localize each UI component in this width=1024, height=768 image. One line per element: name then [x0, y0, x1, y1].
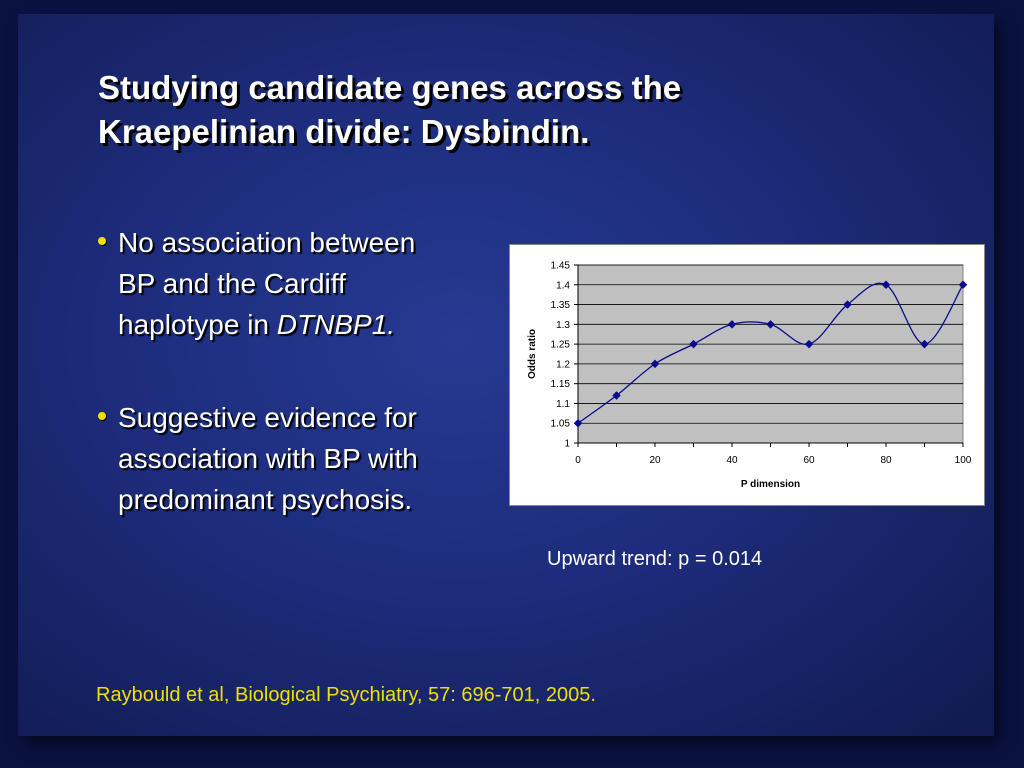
bullet-line: association with BP with — [118, 443, 418, 474]
y-tick-label: 1.15 — [551, 379, 571, 390]
data-point — [573, 418, 583, 428]
y-axis-title: Odds ratio — [527, 329, 538, 379]
bullet-line: predominant psychosis. — [118, 484, 413, 515]
bullet-list: No association between BP and the Cardif… — [98, 222, 518, 520]
bullet-line: haplotype in DTNBP1. — [118, 304, 518, 345]
y-tick-label: 1.45 — [551, 261, 571, 272]
data-point — [689, 339, 698, 349]
chart-container: 1 1.05 1.1 1.15 1.2 1.25 1.3 1.35 1.4 1.45 0 20 40 60… — [509, 244, 985, 506]
plot-area — [577, 264, 964, 444]
bullet-item: No association between BP and the Cardif… — [98, 222, 518, 345]
bullet-text: haplotype in — [118, 309, 277, 340]
x-tick-label: 100 — [955, 455, 972, 466]
slide-title: Studying candidate genes across the Krae… — [98, 66, 898, 154]
bullet-dot-icon — [98, 237, 106, 245]
trend-caption: Upward trend: p = 0.014 — [547, 548, 763, 570]
x-tick-label: 20 — [649, 455, 661, 466]
x-tick-label: 60 — [803, 455, 815, 466]
title-line-2: Kraepelinian divide: Dysbindin. — [98, 113, 590, 150]
bullet-item: Suggestive evidence for association with… — [98, 397, 518, 520]
citation: Raybould et al, Biological Psychiatry, 5… — [96, 684, 596, 706]
y-tick-label: 1.3 — [556, 320, 570, 331]
title-line-1: Studying candidate genes across the — [98, 69, 682, 106]
gene-name: DTNBP1. — [276, 309, 396, 340]
y-tick-label: 1.4 — [556, 280, 570, 291]
y-tick-label: 1.05 — [551, 419, 571, 430]
data-point — [804, 339, 814, 349]
odds-ratio-chart: 1 1.05 1.1 1.15 1.2 1.25 1.3 1.35 1.4 1.45 0 20 40 60… — [527, 261, 972, 491]
x-tick-label: 80 — [880, 455, 892, 466]
y-tick-label: 1.1 — [556, 399, 570, 410]
bullet-dot-icon — [98, 412, 106, 420]
bullet-line: No association between — [118, 227, 416, 258]
y-tick-label: 1.35 — [551, 300, 571, 311]
y-tick-label: 1 — [564, 439, 570, 450]
y-tick-label: 1.2 — [556, 359, 570, 370]
x-axis-title: P dimension — [741, 479, 800, 490]
x-tick-label: 40 — [726, 455, 738, 466]
bullet-line: BP and the Cardiff — [118, 268, 346, 299]
x-tick-label: 0 — [575, 455, 581, 466]
data-point — [650, 359, 660, 369]
y-tick-label: 1.25 — [551, 340, 571, 351]
bullet-line: Suggestive evidence for — [118, 402, 417, 433]
slide: Studying candidate genes across the Krae… — [18, 14, 994, 736]
data-point — [920, 339, 929, 349]
